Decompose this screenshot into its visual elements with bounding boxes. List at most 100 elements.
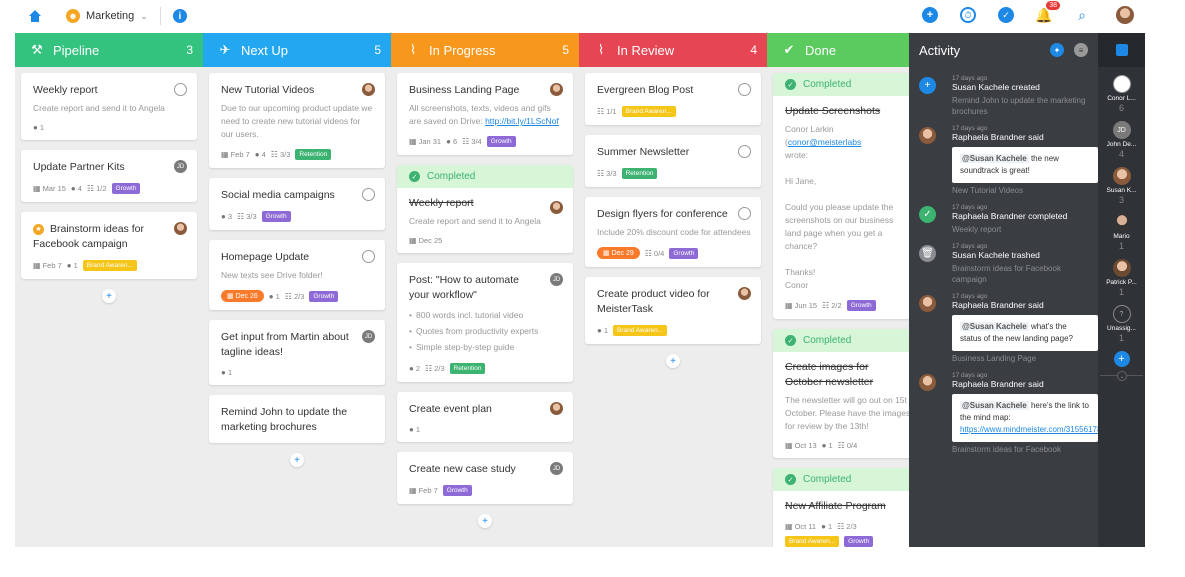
task-card[interactable]: Create product video for MeisterTask ● 1 … — [585, 277, 761, 344]
check-icon: ✓ — [919, 206, 936, 223]
checklist-count: 1/1 — [606, 107, 617, 116]
chevron-down-icon[interactable]: ⌄ — [1117, 371, 1127, 381]
info-icon[interactable]: i — [172, 9, 187, 23]
checklist-icon: ☷ — [837, 441, 845, 450]
activity-item[interactable]: 17 days ago Raphaela Brandner said @Susa… — [919, 293, 1098, 364]
task-card[interactable]: Weekly report Create report and send it … — [21, 73, 197, 140]
task-title: New Tutorial Videos — [221, 84, 315, 96]
comment-count: 2 — [415, 364, 421, 373]
panel-toggle-icon[interactable] — [1115, 44, 1128, 56]
description-text: wrote: — [785, 150, 809, 160]
completed-label: Completed — [427, 171, 476, 182]
task-card[interactable]: ✓ Completed New Affiliate Program ▦ Oct 11… — [773, 468, 909, 547]
column-header[interactable]: ⌇ In Progress 5 — [391, 33, 579, 67]
comment-icon: ● — [446, 137, 451, 146]
project-name: Marketing — [86, 10, 135, 22]
task-card[interactable]: ✓ Completed Create images for October new… — [773, 329, 909, 458]
avatar — [174, 222, 187, 235]
checklist-count: 2/2 — [831, 301, 842, 310]
bell-icon[interactable]: 🔔 38 — [1035, 1, 1060, 23]
search-icon[interactable]: ⌕ — [1078, 6, 1086, 23]
user-avatar[interactable] — [1116, 6, 1134, 24]
pulse-icon: ⌇ — [597, 42, 605, 57]
add-task-button[interactable]: + — [290, 453, 304, 467]
timestamp: 17 days ago — [952, 293, 988, 300]
mindmap-link[interactable]: https://www.mindmeister.com/315561787t=2… — [960, 425, 1098, 434]
check-circle-icon: ✔ — [783, 42, 795, 57]
comment-icon: ● — [221, 368, 226, 377]
bullet-item: 800 words incl. tutorial video — [409, 307, 563, 323]
task-count: 4 — [1118, 149, 1124, 159]
activity-item[interactable]: + 17 days ago Susan Kachele created Remi… — [919, 75, 1088, 117]
checklist-count: 2/3 — [434, 364, 445, 373]
person-filter[interactable]: Susan K... 3 — [1098, 167, 1145, 205]
task-card[interactable]: New Tutorial Videos Due to our upcoming … — [209, 73, 385, 168]
avatar: JD — [1112, 121, 1131, 139]
task-card[interactable]: ★ Brainstorm ideas for Facebook campaign … — [21, 212, 197, 279]
due-date: Dec 26 — [235, 293, 258, 300]
filter-icon[interactable]: ✦ — [1050, 43, 1064, 57]
task-title: Create images for October newsletter — [785, 361, 874, 388]
comment-count: 6 — [452, 137, 458, 146]
task-card[interactable]: Business Landing Page All screenshots, t… — [397, 73, 573, 155]
person-filter[interactable]: JD John De... 4 — [1098, 121, 1145, 159]
add-task-button[interactable]: + — [666, 354, 680, 368]
check-icon[interactable]: ✓ — [998, 7, 1014, 23]
tag: Growth — [442, 485, 472, 496]
activity-item[interactable]: ✓ 17 days ago Raphaela Brandner complete… — [919, 204, 1088, 235]
column-count: 3 — [186, 43, 193, 57]
column-header[interactable]: ⚒ Pipeline 3 — [15, 33, 203, 67]
task-card[interactable]: ✓ Completed Weekly report Create report a… — [397, 165, 573, 253]
timestamp: 17 days ago — [952, 372, 988, 379]
task-card[interactable]: Social media campaigns ● 3 ☷ 3/3 Growth — [209, 178, 385, 230]
person-filter[interactable]: Mario 1 — [1098, 213, 1145, 251]
task-card[interactable]: ✓ Completed Update Screenshots Conor Lark… — [773, 73, 909, 319]
task-card[interactable]: Design flyers for conference Include 20%… — [585, 197, 761, 267]
add-member-button[interactable]: + — [1113, 351, 1130, 367]
email-link[interactable]: conor@meisterlabs — [787, 137, 862, 147]
tag: Growth — [261, 211, 291, 222]
avatar: JD — [362, 330, 375, 343]
avatar — [174, 83, 187, 96]
column-header[interactable]: ✈ Next Up 5 — [203, 33, 391, 67]
task-card[interactable]: Get input from Martin about tagline idea… — [209, 320, 385, 385]
task-count: 1 — [1118, 241, 1124, 251]
column-header[interactable]: ⌇ In Review 4 — [579, 33, 767, 67]
timer-icon[interactable]: ⏱ — [960, 7, 976, 23]
person-name: Unassig... — [1107, 325, 1136, 332]
task-card[interactable]: Update Partner Kits JD ▦ Mar 15 ● 4 ☷ 1/2 G… — [21, 150, 197, 202]
task-card[interactable]: Create event plan ● 1 — [397, 392, 573, 442]
activity-item[interactable]: 17 days ago Raphaela Brandner said @Susa… — [919, 372, 1098, 455]
person-filter[interactable]: ? Unassig... 1 — [1098, 305, 1145, 343]
column-header[interactable]: ✔ Done — [767, 33, 909, 67]
timestamp: 17 days ago — [952, 243, 988, 250]
column-title: In Progress — [429, 42, 496, 58]
task-card[interactable]: Remind John to update the marketing broc… — [209, 395, 385, 443]
checklist-icon: ☷ — [86, 184, 95, 193]
comment-count: 1 — [227, 368, 233, 377]
task-card[interactable]: Homepage Update New texts see Drive fold… — [209, 240, 385, 310]
add-icon[interactable]: + — [922, 7, 938, 23]
task-card[interactable]: Post: "How to automate your workflow" JD… — [397, 263, 573, 382]
person-filter[interactable]: Patrick P... 1 — [1098, 259, 1145, 297]
task-card[interactable]: Evergreen Blog Post ☷ 1/1 Brand Awaren... — [585, 73, 761, 125]
task-card[interactable]: Create new case study JD ▦ Feb 7 Growth — [397, 452, 573, 504]
add-task-button[interactable]: + — [102, 289, 116, 303]
description-link[interactable]: http://bit.ly/1LScNof — [485, 116, 559, 126]
person-filter[interactable]: Conor L... 6 — [1098, 75, 1145, 113]
home-icon[interactable] — [28, 9, 42, 23]
task-card[interactable]: Summer Newsletter ☷ 3/3 Retention — [585, 135, 761, 187]
activity-item[interactable]: 🗑 17 days ago Susan Kachele trashed Brai… — [919, 243, 1088, 285]
checklist-icon: ☷ — [822, 301, 830, 310]
notification-badge: 38 — [1046, 1, 1060, 10]
mention[interactable]: @Susan Kachele — [960, 401, 1029, 410]
project-selector[interactable]: ☻ Marketing ⌄ — [66, 9, 148, 23]
project-icon: ☻ — [66, 9, 80, 23]
mention[interactable]: @Susan Kachele — [960, 322, 1029, 331]
add-task-button[interactable]: + — [478, 514, 492, 528]
activity-item[interactable]: 17 days ago Raphaela Brandner said @Susa… — [919, 125, 1098, 196]
menu-icon[interactable]: ≡ — [1074, 43, 1088, 57]
people-rail: Conor L... 6 JD John De... 4 Susan K... … — [1098, 33, 1145, 547]
task-count: 6 — [1118, 103, 1124, 113]
mention[interactable]: @Susan Kachele — [960, 154, 1029, 163]
